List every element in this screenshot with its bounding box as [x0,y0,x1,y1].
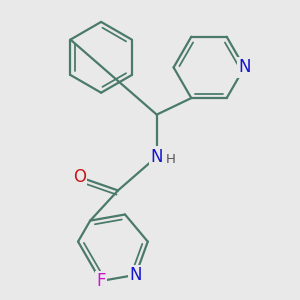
Text: N: N [151,148,163,166]
Text: N: N [238,58,250,76]
Text: O: O [73,168,86,186]
Text: F: F [96,272,106,290]
Text: N: N [129,266,142,284]
Text: H: H [166,153,176,166]
